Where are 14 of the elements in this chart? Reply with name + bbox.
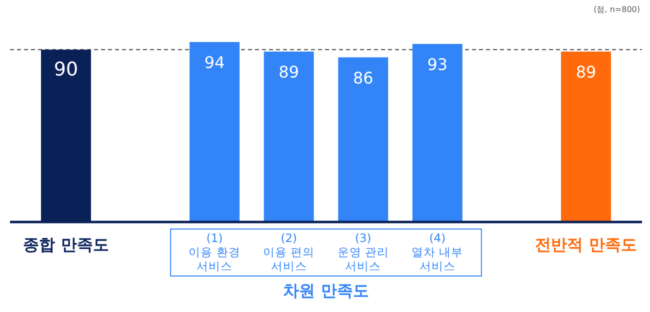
data-label: 90 (54, 58, 78, 81)
data-label: 89 (278, 62, 300, 82)
text: 차원 만족도 (283, 281, 369, 300)
data-label: 94 (204, 53, 225, 72)
x-tick-label: (2) 이용 편의 서비스 (263, 231, 315, 273)
x-tick-label: 종합 만족도 (23, 235, 109, 254)
x-tick-label: (3) 운영 관리 서비스 (337, 231, 389, 273)
x-tick-label: 전반적 만족도 (535, 235, 637, 254)
data-label: 89 (576, 62, 596, 82)
x-tick-label: (4) 열차 내부 서비스 (412, 231, 464, 273)
data-label: 86 (352, 68, 374, 88)
data-label: 93 (427, 54, 448, 74)
text: (점, n=800) (594, 5, 640, 14)
x-tick-label: (1) 이용 환경 서비스 (188, 231, 240, 273)
